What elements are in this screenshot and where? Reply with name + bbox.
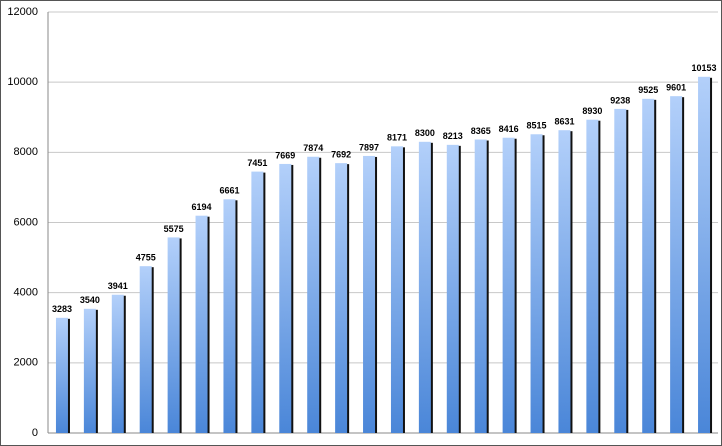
y-tick-label: 2000 <box>14 357 38 369</box>
data-label: 8300 <box>415 128 435 138</box>
data-label: 7897 <box>359 142 379 152</box>
data-label: 4755 <box>136 253 156 263</box>
data-label: 7874 <box>303 143 323 153</box>
bar <box>698 76 711 433</box>
data-label: 8416 <box>499 124 519 134</box>
data-label: 9238 <box>610 95 630 105</box>
bar <box>502 137 515 434</box>
bar <box>530 134 543 433</box>
bar <box>223 199 236 433</box>
bar <box>363 155 376 434</box>
data-label: 7451 <box>247 158 267 168</box>
y-tick-label: 8000 <box>14 146 38 158</box>
data-label: 8515 <box>527 121 547 131</box>
bar <box>251 171 264 433</box>
data-label: 6661 <box>219 186 239 196</box>
bar <box>474 139 487 433</box>
data-label: 6194 <box>192 202 212 212</box>
data-label: 9525 <box>638 85 658 95</box>
bar <box>558 130 571 434</box>
data-label: 3540 <box>80 295 100 305</box>
data-label: 3283 <box>52 304 72 314</box>
bar <box>195 215 208 433</box>
data-label: 8365 <box>471 126 491 136</box>
bar <box>390 146 403 433</box>
bar <box>642 98 655 434</box>
data-label: 9601 <box>666 83 686 93</box>
bar <box>418 141 431 433</box>
data-label: 8930 <box>582 106 602 116</box>
data-label: 8171 <box>387 133 407 143</box>
data-label: 10153 <box>692 63 717 73</box>
y-tick-label: 12000 <box>7 6 38 18</box>
data-label: 7692 <box>331 150 351 160</box>
data-label: 7669 <box>275 150 295 160</box>
data-label: 5575 <box>164 224 184 234</box>
y-tick-label: 4000 <box>14 287 38 299</box>
bar <box>167 237 180 433</box>
bar <box>111 294 124 433</box>
bar <box>139 266 152 433</box>
y-tick-label: 6000 <box>14 216 38 228</box>
data-label: 8631 <box>554 117 574 127</box>
bar <box>586 119 599 433</box>
bar <box>307 156 320 433</box>
bar <box>83 308 96 433</box>
data-label: 3941 <box>108 281 128 291</box>
data-label: 8213 <box>443 131 463 141</box>
bar <box>55 317 68 433</box>
bar <box>670 96 683 433</box>
bar <box>279 163 292 433</box>
bar <box>614 108 627 433</box>
bar <box>335 163 348 433</box>
bar <box>446 144 459 433</box>
y-tick-label: 0 <box>32 427 38 439</box>
y-tick-label: 10000 <box>7 76 38 88</box>
